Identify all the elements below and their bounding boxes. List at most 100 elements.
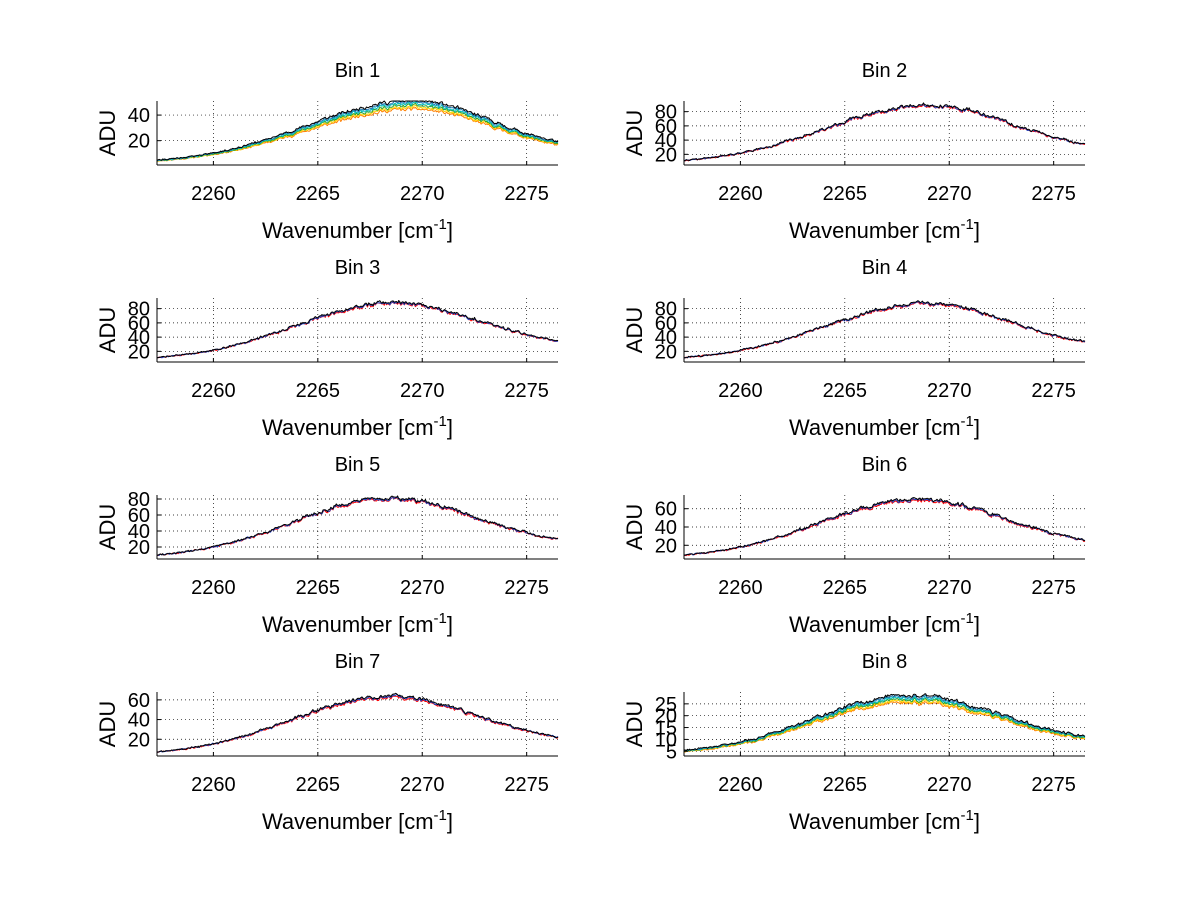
x-tick-label: 2265	[823, 774, 868, 796]
x-tick-label: 2270	[400, 577, 445, 599]
x-axis-label-text: Wavenumber [cm	[262, 218, 434, 243]
y-tick-label: 60	[655, 499, 677, 521]
x-tick-label: 2260	[191, 577, 236, 599]
x-tick-label: 2275	[1031, 380, 1076, 402]
x-tick-label: 2275	[1031, 183, 1076, 205]
subplot-title: Bin 1	[335, 60, 381, 82]
x-tick-label: 2265	[296, 183, 341, 205]
y-tick-label: 80	[128, 299, 150, 321]
x-axis-label: Wavenumber [cm-1]	[789, 610, 980, 637]
y-tick-label: 60	[128, 690, 150, 712]
x-tick-label: 2275	[1031, 774, 1076, 796]
x-axis-label-text: Wavenumber [cm	[262, 612, 434, 637]
series-line	[684, 694, 1086, 752]
x-axis-label-superscript: -1	[434, 610, 447, 627]
x-tick-label: 2270	[927, 380, 972, 402]
y-tick-label: 80	[655, 102, 677, 124]
series-line	[683, 697, 1086, 752]
y-tick-label: 20	[655, 535, 677, 557]
x-axis-label-end: ]	[974, 809, 980, 834]
y-axis-label: ADU	[95, 701, 120, 747]
y-tick-label: 40	[128, 105, 150, 127]
x-tick-label: 2265	[823, 577, 868, 599]
x-tick-label: 2265	[823, 183, 868, 205]
x-axis-label-text: Wavenumber [cm	[789, 612, 961, 637]
x-axis-label-superscript: -1	[961, 610, 974, 627]
x-tick-label: 2275	[504, 380, 549, 402]
y-tick-label: 15	[655, 718, 677, 740]
y-axis-label: ADU	[622, 701, 647, 747]
x-axis-label-end: ]	[447, 415, 453, 440]
x-tick-label: 2265	[296, 577, 341, 599]
series-line	[156, 300, 559, 359]
y-tick-label: 25	[655, 694, 677, 716]
x-axis-label-end: ]	[447, 809, 453, 834]
x-tick-label: 2275	[504, 774, 549, 796]
x-axis-label-end: ]	[974, 612, 980, 637]
x-tick-label: 2275	[1031, 577, 1076, 599]
x-tick-label: 2275	[504, 577, 549, 599]
series-line	[684, 497, 1086, 556]
x-axis-label-superscript: -1	[961, 413, 974, 430]
subplot-title: Bin 5	[335, 454, 381, 476]
x-axis-label: Wavenumber [cm-1]	[789, 807, 980, 834]
x-tick-label: 2270	[927, 577, 972, 599]
y-tick-label: 40	[128, 710, 150, 732]
subplot-title: Bin 4	[862, 257, 908, 279]
x-axis-label-end: ]	[974, 218, 980, 243]
y-axis-label: ADU	[622, 307, 647, 353]
y-tick-label: 60	[655, 116, 677, 138]
x-axis-label-text: Wavenumber [cm	[789, 809, 961, 834]
y-tick-label: 60	[128, 313, 150, 335]
y-tick-label: 20	[128, 537, 150, 559]
series-line	[683, 701, 1086, 753]
x-axis-label-superscript: -1	[434, 413, 447, 430]
y-tick-label: 60	[128, 505, 150, 527]
x-axis-label: Wavenumber [cm-1]	[262, 610, 453, 637]
series-line	[156, 102, 559, 162]
x-tick-label: 2260	[191, 380, 236, 402]
series-line	[683, 102, 1086, 162]
y-tick-label: 40	[655, 517, 677, 539]
subplot-title: Bin 7	[335, 651, 381, 673]
series-line	[683, 693, 1086, 752]
x-tick-label: 2270	[927, 183, 972, 205]
x-axis-label-superscript: -1	[961, 807, 974, 824]
y-tick-label: 20	[655, 706, 677, 728]
y-axis-label: ADU	[95, 307, 120, 353]
x-axis-label-end: ]	[447, 218, 453, 243]
x-axis-label-text: Wavenumber [cm	[789, 218, 961, 243]
x-tick-label: 2275	[504, 183, 549, 205]
subplot-title: Bin 6	[862, 454, 908, 476]
y-tick-label: 40	[655, 130, 677, 152]
x-axis-label: Wavenumber [cm-1]	[789, 216, 980, 243]
x-tick-label: 2265	[296, 380, 341, 402]
x-axis-label-superscript: -1	[434, 807, 447, 824]
x-tick-label: 2260	[718, 183, 763, 205]
x-tick-label: 2260	[718, 380, 763, 402]
series-line	[157, 301, 559, 359]
subplot-1: 2260 2265 2270 2275 20 40 Bin 1 Wavenumber [cm-…	[95, 60, 559, 243]
y-axis-label: ADU	[622, 110, 647, 156]
x-axis-label-end: ]	[447, 612, 453, 637]
x-axis-label: Wavenumber [cm-1]	[262, 216, 453, 243]
y-axis-label: ADU	[622, 504, 647, 550]
series-line	[683, 499, 1086, 557]
y-tick-label: 60	[655, 313, 677, 335]
y-tick-label: 10	[655, 729, 677, 751]
x-tick-label: 2270	[927, 774, 972, 796]
y-tick-label: 40	[655, 327, 677, 349]
x-axis-label-text: Wavenumber [cm	[789, 415, 961, 440]
series-line	[156, 100, 559, 161]
series-line	[683, 301, 1086, 359]
y-tick-label: 80	[128, 489, 150, 511]
x-tick-label: 2260	[718, 774, 763, 796]
x-axis-label-end: ]	[974, 415, 980, 440]
x-axis-label: Wavenumber [cm-1]	[789, 413, 980, 440]
series-line	[683, 300, 1086, 359]
